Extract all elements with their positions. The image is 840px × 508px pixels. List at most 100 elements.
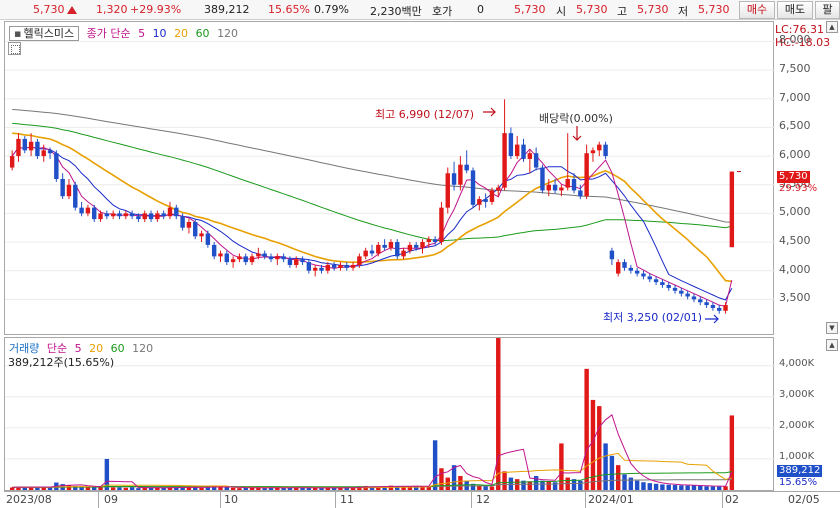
candle-up — [407, 244, 413, 251]
candle-down — [571, 179, 577, 191]
volume-bar-up — [256, 487, 261, 490]
date-label: 11 — [340, 493, 354, 506]
vol-ma-label: 단순 — [46, 342, 68, 355]
candle-up — [237, 256, 242, 260]
candle-up — [477, 199, 482, 205]
volume-bar-down — [117, 487, 122, 490]
volume-bar-down — [262, 488, 267, 490]
volume-bar-down — [306, 487, 312, 490]
candle-up — [167, 207, 173, 217]
volume-bar-down — [691, 485, 697, 490]
candle-down — [92, 207, 97, 220]
candle-up — [249, 256, 255, 263]
candle-up — [16, 138, 21, 157]
candle-down — [281, 256, 286, 260]
volume-scroll-up-icon[interactable]: ▲ — [826, 339, 838, 351]
volume-bar-down — [540, 480, 545, 490]
ma120-legend[interactable]: 120 — [217, 27, 239, 40]
volume-bar-down — [470, 483, 476, 490]
bid-value: 0 — [477, 3, 484, 16]
ma5-legend[interactable]: 5 — [138, 27, 146, 40]
volume-bar-up — [218, 487, 223, 490]
dividend-arrow-icon — [572, 126, 582, 141]
volume-bar-up — [729, 415, 735, 490]
volume-bar-down — [47, 487, 53, 490]
candle-down — [698, 299, 703, 303]
candle-up — [489, 190, 495, 202]
candle-up — [66, 184, 72, 197]
candle-down — [300, 259, 305, 263]
low-annotation: 최저 3,250 (02/01) — [603, 311, 703, 324]
volume-bar-up — [407, 486, 413, 490]
candle-down — [224, 253, 230, 263]
volume-bar-down — [552, 482, 558, 490]
candle-up — [350, 264, 356, 268]
volume-bar-up — [294, 487, 299, 490]
current-volume-pct: 15.65% — [779, 477, 818, 488]
sell-button[interactable]: 매도 — [777, 1, 813, 19]
buy-button[interactable]: 매수 — [739, 1, 775, 19]
candle-up — [186, 221, 192, 228]
volume-bar-down — [300, 487, 305, 490]
volume-bar-up — [199, 487, 204, 490]
candlestick-chart[interactable] — [5, 22, 775, 336]
candle-up — [325, 264, 331, 271]
candle-up — [439, 207, 444, 243]
volume-bar-down — [104, 458, 110, 490]
quote-bar: 5,730 1,320 +29.93% 389,212 15.65% 0.79%… — [0, 0, 840, 20]
candle-down — [666, 285, 671, 288]
candle-down — [660, 282, 665, 286]
ma60-line — [12, 122, 732, 242]
scroll-down-icon[interactable]: ▼ — [826, 322, 838, 334]
volume-bar-up — [376, 486, 381, 490]
candle-up — [527, 153, 533, 159]
volume-bar-up — [142, 487, 147, 490]
open-label: 시 — [556, 5, 567, 18]
ma5-line — [11, 146, 733, 307]
volume-bar-up — [110, 487, 116, 490]
volume-bar-down — [243, 487, 248, 490]
ma20-legend[interactable]: 20 — [174, 27, 189, 40]
candle-up — [458, 164, 463, 185]
volume-bar-down — [653, 483, 659, 490]
volume-bar-up — [186, 487, 192, 490]
price-chart-panel[interactable]: 헬릭스미스 종가 단순 5 10 20 60 120 최고 6,990 (12/… — [4, 21, 775, 336]
up-arrow-icon — [66, 6, 77, 14]
current-price-pct: 29.93% — [779, 183, 818, 194]
price-axis-tick: 5,000 — [779, 205, 811, 219]
candle-down — [211, 244, 217, 257]
scroll-up-icon[interactable]: ▲ — [826, 21, 838, 33]
volume-bar-down — [647, 483, 652, 490]
volume-bar-up — [16, 486, 21, 490]
vol-ma120-legend[interactable]: 120 — [132, 342, 154, 355]
volume-chart-panel[interactable]: 거래량 단순 5 20 60 120 389,212주(15.65%) — [4, 337, 775, 492]
candle-down — [603, 144, 608, 157]
candle-up — [496, 187, 501, 191]
more-button[interactable]: 팔 — [815, 1, 840, 19]
volume-legend: 거래량 단순 5 20 60 120 — [9, 340, 157, 356]
ma60-legend[interactable]: 60 — [195, 27, 210, 40]
candle-down — [117, 213, 122, 217]
candle-down — [180, 216, 185, 228]
vol-ma20-legend[interactable]: 20 — [89, 342, 104, 355]
volume-bar-down — [521, 480, 526, 490]
candle-up — [123, 213, 129, 217]
volume-bar-up — [496, 338, 501, 490]
candle-up — [230, 259, 236, 263]
vol-ma60-legend[interactable]: 60 — [110, 342, 125, 355]
stock-name-selector[interactable]: 헬릭스미스 — [9, 26, 80, 41]
volume-bar-down — [129, 487, 135, 490]
candle-down — [451, 173, 457, 185]
current-price-tag: 5,730 — [777, 171, 810, 183]
vol-ma5-legend[interactable]: 5 — [74, 342, 82, 355]
candle-up — [142, 213, 147, 220]
candle-up — [98, 213, 103, 220]
volume-bar-down — [634, 480, 640, 490]
volume-chart[interactable] — [5, 338, 775, 492]
chart-settings-icon[interactable] — [8, 42, 21, 55]
ma10-legend[interactable]: 10 — [152, 27, 167, 40]
volume-pct: 15.65% — [268, 3, 310, 16]
volume-bar-up — [167, 487, 173, 490]
candle-down — [533, 153, 539, 168]
candle-down — [483, 199, 488, 202]
